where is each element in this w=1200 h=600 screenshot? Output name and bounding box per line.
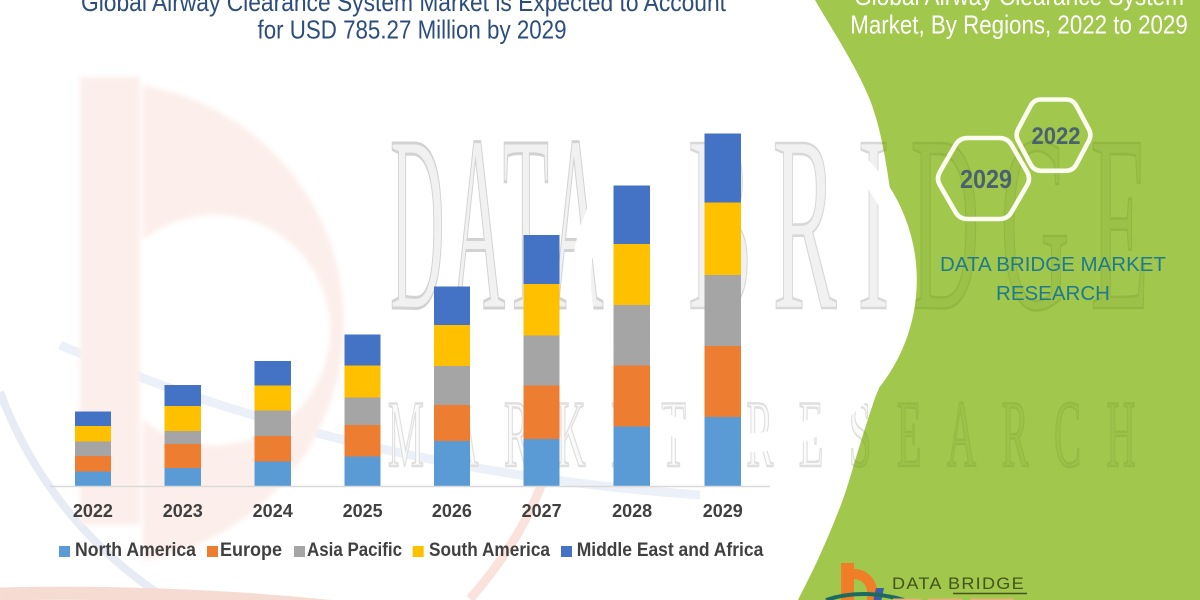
svg-text:DATA BRIDGE MARKET: DATA BRIDGE MARKET [940, 253, 1166, 276]
svg-text:DATA BRIDGE: DATA BRIDGE [892, 574, 1025, 593]
svg-text:2022: 2022 [1032, 123, 1081, 150]
svg-text:Middle East and Africa: Middle East and Africa [577, 540, 764, 561]
svg-text:2027: 2027 [522, 501, 562, 521]
svg-text:Europe: Europe [220, 540, 282, 561]
svg-text:Asia Pacific: Asia Pacific [307, 540, 402, 561]
svg-text:2023: 2023 [163, 501, 203, 521]
svg-text:North America: North America [75, 540, 196, 561]
svg-text:Global Airway Clearance System: Global Airway Clearance System [854, 0, 1184, 11]
svg-text:Market, By Regions, 2022 to 20: Market, By Regions, 2022 to 2029 [850, 10, 1188, 40]
svg-text:DATA: DATA [390, 84, 610, 363]
svg-text:2025: 2025 [343, 501, 383, 521]
svg-text:Global Airway Clearance System: Global Airway Clearance System Market is… [81, 0, 727, 17]
svg-text:2029: 2029 [703, 501, 743, 521]
svg-text:2024: 2024 [253, 501, 293, 521]
svg-text:for USD 785.27 Million by 2029: for USD 785.27 Million by 2029 [258, 15, 567, 45]
svg-text:South America: South America [429, 540, 550, 561]
svg-text:2022: 2022 [73, 501, 113, 521]
svg-text:2028: 2028 [612, 501, 652, 521]
svg-text:RESEARCH: RESEARCH [996, 282, 1110, 305]
svg-text:2029: 2029 [960, 164, 1012, 194]
svg-text:2026: 2026 [432, 501, 472, 521]
